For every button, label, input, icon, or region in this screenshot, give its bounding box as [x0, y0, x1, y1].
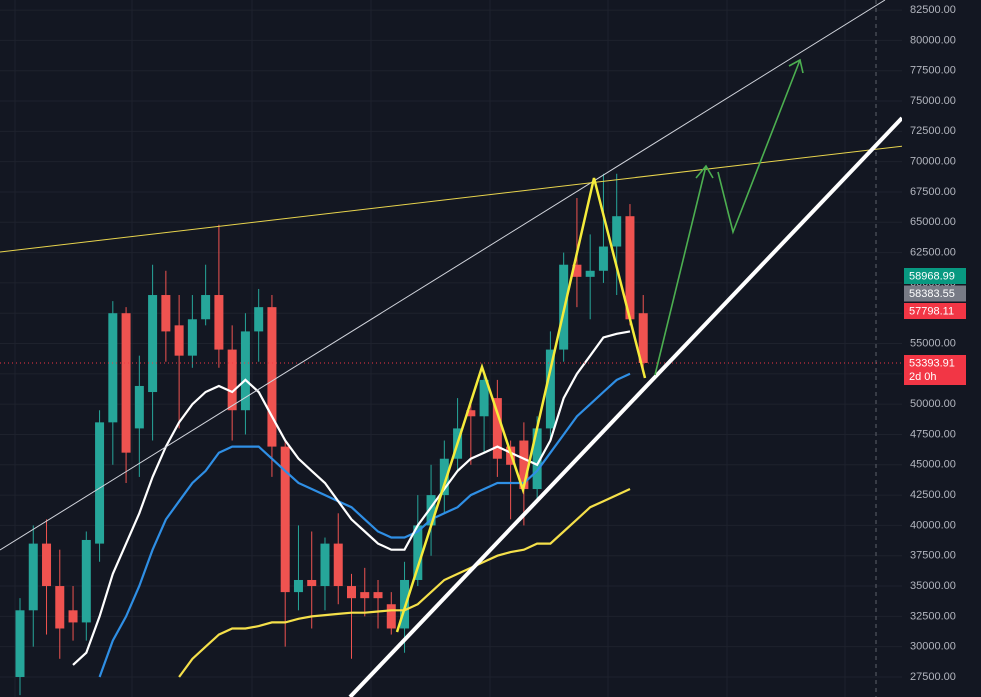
- candle-body: [466, 410, 476, 417]
- last-price-tag: [904, 355, 966, 386]
- candle-body: [81, 539, 91, 623]
- candle-body: [347, 586, 356, 599]
- candle-body: [201, 295, 211, 320]
- y-tick-label: 72500.00: [910, 125, 956, 137]
- arrow-head: [788, 58, 804, 74]
- countdown-label: 2d 0h: [909, 371, 937, 383]
- projection-arrow: [717, 59, 801, 235]
- candle-body: [254, 307, 264, 332]
- candle-body: [293, 579, 303, 593]
- candle-body: [492, 398, 502, 459]
- y-tick-label: 80000.00: [910, 34, 956, 46]
- candle-body: [479, 379, 489, 417]
- y-tick-label: 67500.00: [910, 186, 956, 198]
- candle-body: [373, 592, 383, 599]
- price-tag: [904, 285, 966, 302]
- y-tick-label: 65000.00: [910, 216, 956, 228]
- y-tick-label: 77500.00: [910, 65, 956, 77]
- y-tick-label: 30000.00: [910, 641, 956, 653]
- candle-body: [360, 592, 370, 599]
- projection-arrow: [654, 165, 707, 376]
- price-tag-label: 58968.99: [909, 270, 955, 282]
- candle-body: [42, 543, 52, 587]
- price-axis: [902, 0, 981, 697]
- y-tick-label: 32500.00: [910, 610, 956, 622]
- candle-body: [307, 579, 317, 587]
- y-tick-label: 42500.00: [910, 489, 956, 501]
- candle-body: [161, 295, 171, 332]
- candle-body: [532, 428, 542, 490]
- candle-body: [55, 586, 65, 629]
- y-tick-label: 47500.00: [910, 428, 956, 440]
- candle-body: [214, 295, 224, 350]
- candle-body: [413, 525, 423, 580]
- candle-body: [572, 264, 582, 277]
- candle-body: [598, 246, 608, 271]
- candle-body: [439, 458, 449, 496]
- y-tick-label: 75000.00: [910, 95, 956, 107]
- price-tag-label: 58383.55: [909, 288, 955, 300]
- candle-body: [400, 579, 410, 629]
- candle-body: [227, 349, 237, 411]
- zigzag: [395, 177, 647, 633]
- candle-body: [108, 313, 118, 423]
- candle-body: [585, 270, 595, 277]
- price-tag: [904, 268, 966, 284]
- candle-body: [15, 610, 25, 677]
- y-tick-label: 50000.00: [910, 398, 956, 410]
- candle-body: [612, 216, 622, 247]
- candle-body: [174, 325, 184, 356]
- last-price-label: 53393.91: [909, 357, 955, 369]
- resistance-line: [0, 136, 981, 253]
- candle-body: [333, 543, 343, 587]
- candle-body: [320, 543, 330, 587]
- y-tick-label: 35000.00: [910, 580, 956, 592]
- candle-body: [68, 610, 78, 623]
- y-tick-label: 55000.00: [910, 337, 956, 349]
- arrow-head: [695, 164, 714, 179]
- candle-body: [134, 385, 144, 429]
- candle-body: [386, 604, 396, 629]
- y-tick-label: 62500.00: [910, 246, 956, 258]
- candle-body: [121, 313, 131, 453]
- price-tag-label: 57798.11: [909, 305, 954, 317]
- trend-line: [0, 0, 886, 551]
- y-tick-label: 70000.00: [910, 156, 956, 168]
- y-tick-label: 27500.00: [910, 671, 956, 683]
- price-tag: [904, 303, 966, 319]
- candle-body: [625, 216, 635, 320]
- y-tick-label: 45000.00: [910, 459, 956, 471]
- y-tick-label: 40000.00: [910, 519, 956, 531]
- axis: 27500.00 30000.00 32500.00 35000.00 37500.00…: [904, 4, 966, 683]
- candle-body: [519, 440, 529, 490]
- candle-body: [148, 295, 158, 393]
- candle-body: [638, 313, 648, 364]
- candle-body: [240, 331, 250, 411]
- candle-body: [426, 495, 436, 526]
- y-tick-label: 37500.00: [910, 550, 956, 562]
- candle-body: [187, 319, 197, 356]
- candle-body: [95, 422, 105, 544]
- support-line: [348, 116, 904, 697]
- y-tick-label: 82500.00: [910, 4, 956, 16]
- moving-average: [98, 372, 631, 678]
- candle-body: [267, 307, 277, 447]
- candle-body: [545, 349, 555, 429]
- candle-body: [280, 446, 290, 593]
- candle-body: [28, 543, 38, 611]
